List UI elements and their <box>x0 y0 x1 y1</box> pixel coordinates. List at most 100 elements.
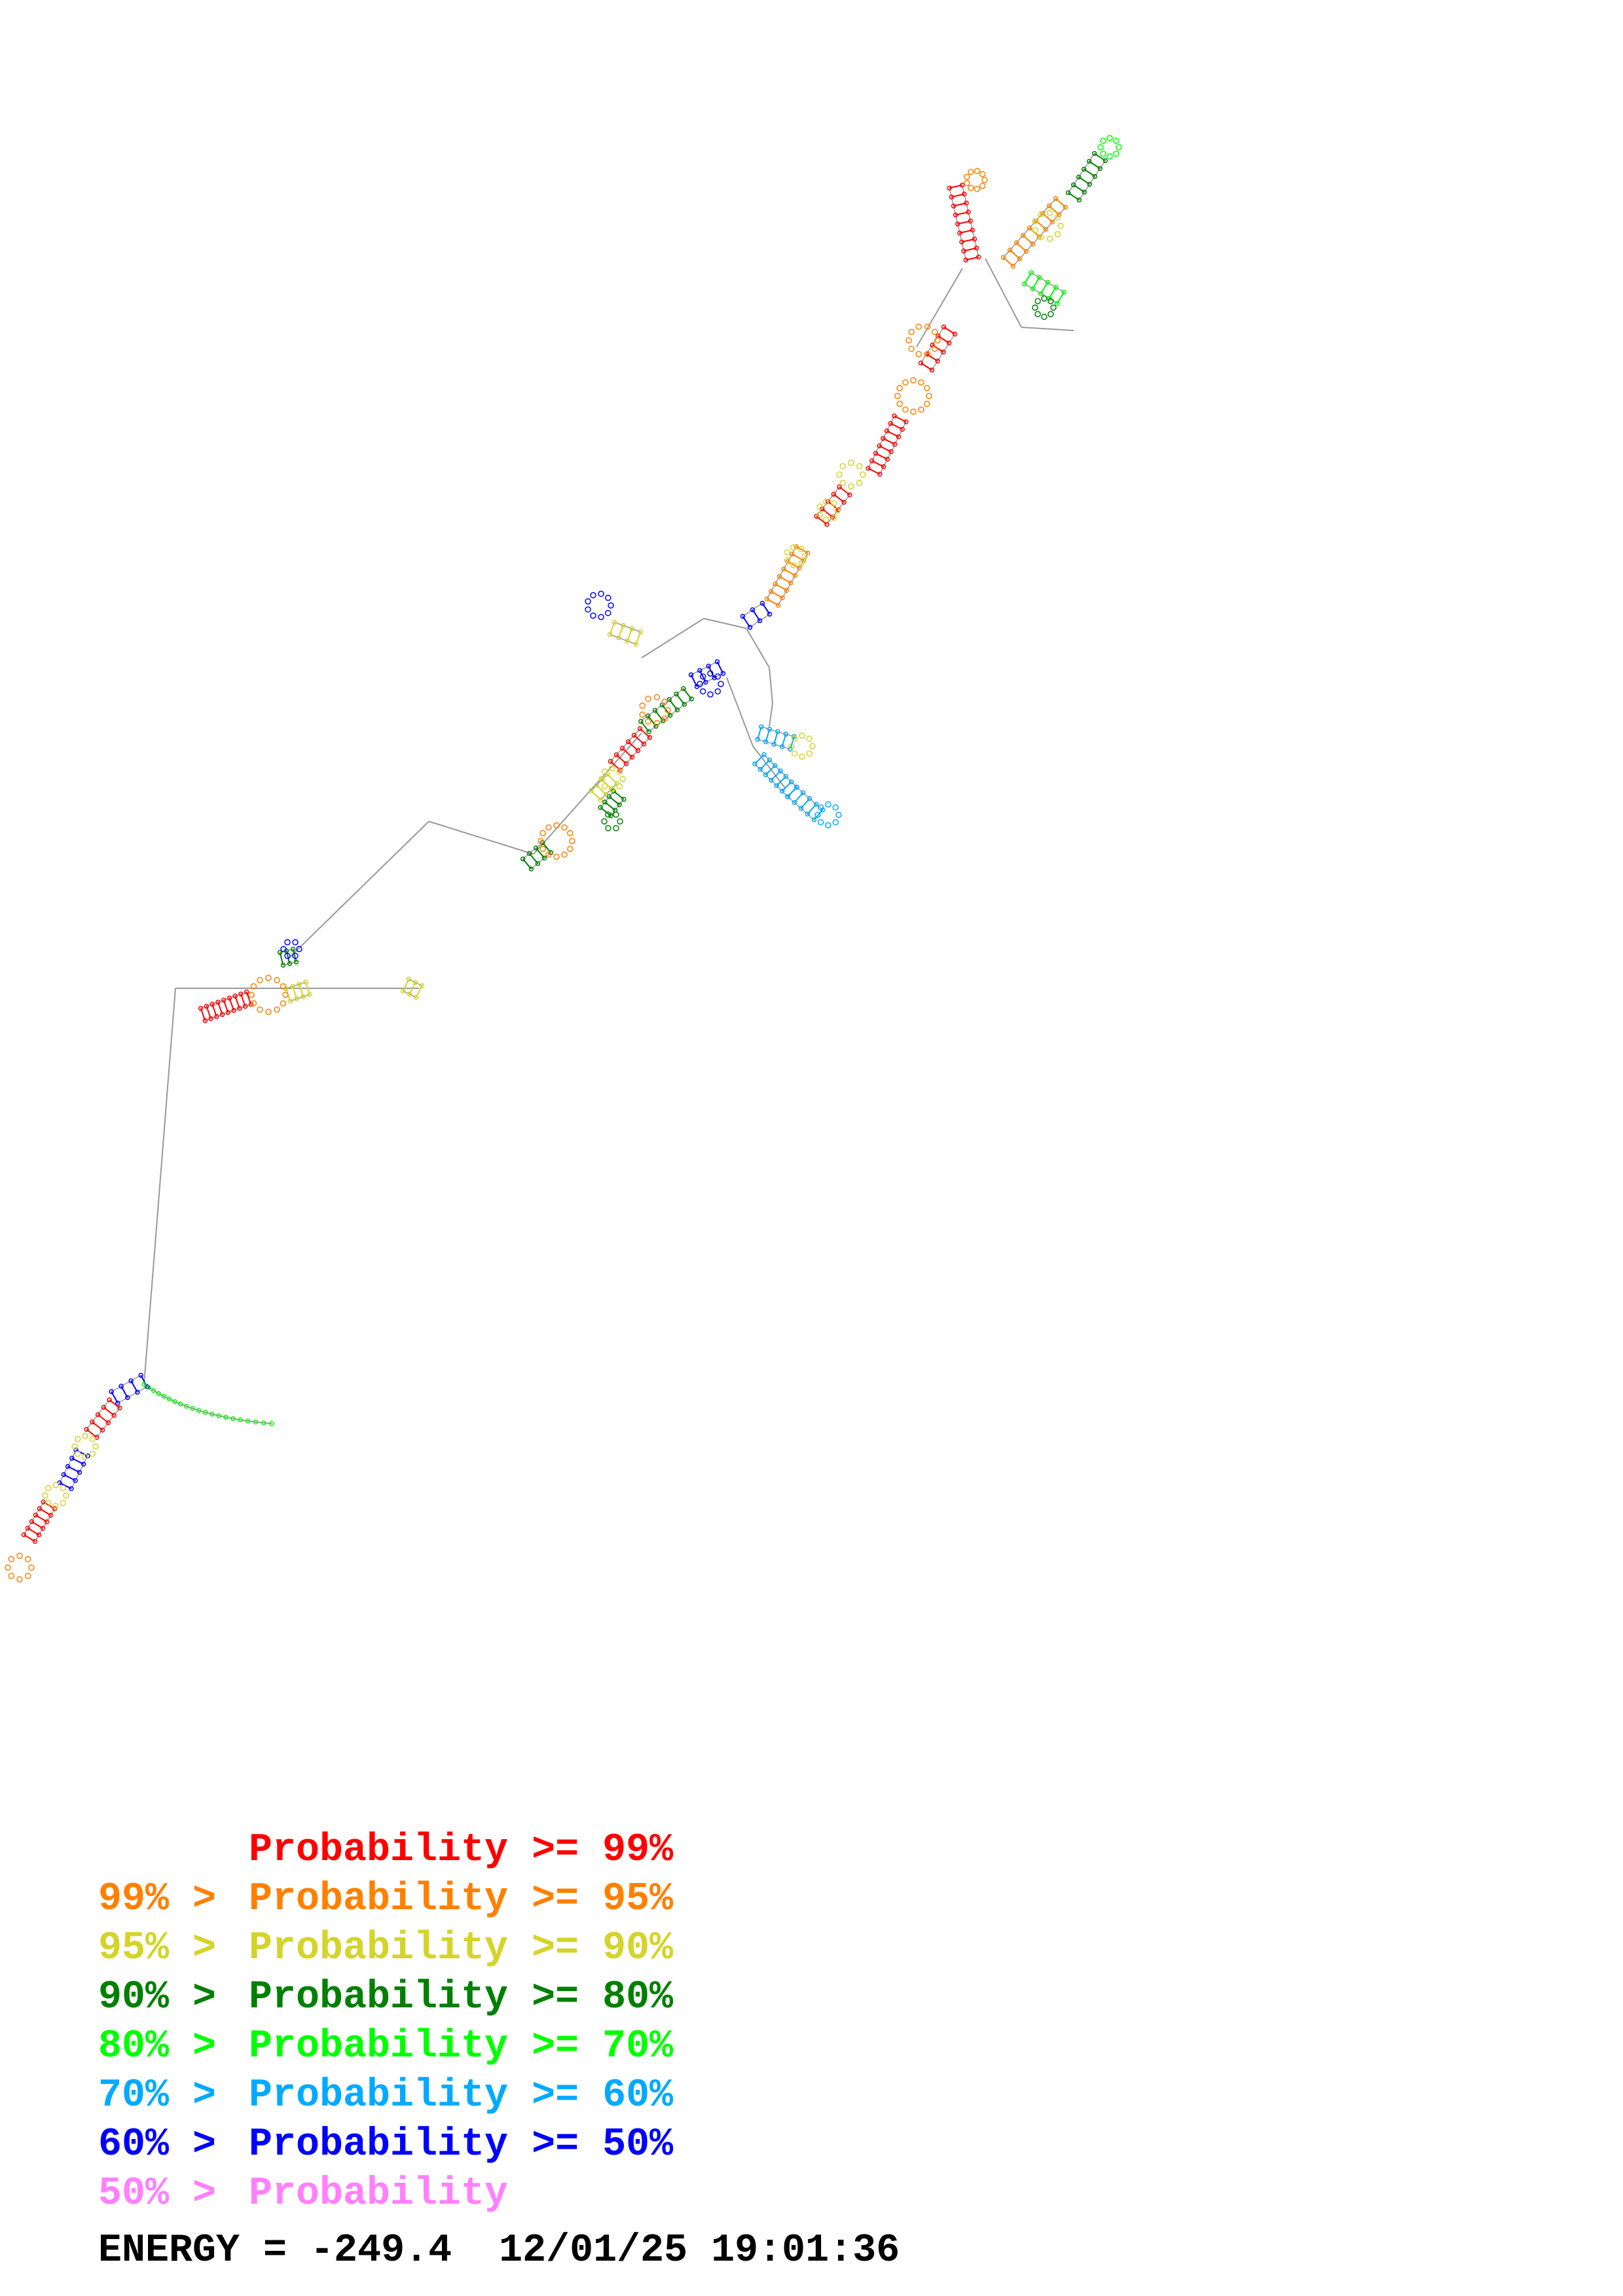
nucleotide-marker <box>227 996 232 1001</box>
nucleotide-marker <box>779 744 785 749</box>
backbone-segment <box>111 1374 141 1392</box>
nucleotide-marker <box>307 992 312 997</box>
nucleotide-marker <box>667 713 673 718</box>
nucleotide-marker <box>569 838 575 844</box>
nucleotide-marker <box>561 824 568 831</box>
nucleotide-marker <box>968 185 974 191</box>
nucleotide-marker <box>287 998 293 1004</box>
nucleotide-marker <box>413 995 419 1000</box>
nucleotide-marker <box>1092 173 1098 179</box>
nucleotide-marker <box>962 191 967 197</box>
nucleotide-marker <box>775 729 780 734</box>
nucleotide-marker <box>781 566 786 572</box>
nucleotide-marker <box>69 1456 75 1461</box>
nucleotide-marker <box>1000 255 1006 260</box>
rna-helices <box>21 151 1108 1544</box>
nucleotide-marker <box>90 1419 95 1425</box>
nucleotide-marker <box>36 1532 42 1537</box>
nucleotide-marker <box>1030 286 1036 291</box>
nucleotide-marker <box>918 360 924 366</box>
legend-range: Probability >= 90% <box>249 1926 674 1971</box>
nucleotide-marker <box>896 401 903 407</box>
nucleotide-marker <box>1038 234 1044 241</box>
nucleotide-marker <box>763 772 769 778</box>
nucleotide-marker <box>598 797 603 802</box>
nucleotide-marker <box>813 801 819 807</box>
legend-row: 50% > Probability <box>98 2170 673 2219</box>
nucleotide-marker <box>602 799 608 805</box>
backbone-segment <box>746 628 770 668</box>
nucleotide-marker <box>539 840 545 846</box>
nucleotide-marker <box>974 186 981 192</box>
nucleotide-marker <box>407 992 412 997</box>
nucleotide-marker <box>1053 196 1059 202</box>
nucleotide-marker <box>553 822 560 829</box>
nucleotide-marker <box>951 203 957 209</box>
nucleotide-marker <box>539 846 546 852</box>
nucleotide-marker <box>707 691 714 698</box>
nucleotide-marker <box>823 498 830 505</box>
nucleotide-marker <box>61 1472 67 1477</box>
nucleotide-marker <box>681 686 686 691</box>
nucleotide-marker <box>645 713 651 719</box>
nucleotide-marker <box>613 825 619 832</box>
nucleotide-marker <box>238 1417 243 1423</box>
nucleotide-marker <box>81 1462 86 1467</box>
nucleotide-marker <box>1055 300 1060 306</box>
nucleotide-marker <box>924 401 930 407</box>
nucleotide-marker <box>601 768 608 775</box>
nucleotide-marker <box>1076 197 1082 203</box>
nucleotide-marker <box>214 1014 219 1019</box>
nucleotide-marker <box>561 852 568 858</box>
nucleotide-marker <box>216 1413 221 1418</box>
backbone-segment <box>1021 327 1074 331</box>
nucleotide-marker <box>892 413 897 419</box>
nucleotide-marker <box>674 691 679 697</box>
nucleotide-marker <box>881 464 886 469</box>
nucleotide-marker <box>146 1385 151 1390</box>
nucleotide-marker <box>598 776 605 782</box>
nucleotide-marker <box>963 257 968 262</box>
nucleotide-marker <box>84 1427 89 1432</box>
nucleotide-marker <box>290 946 296 952</box>
backbone-segment <box>23 1501 45 1535</box>
nucleotide-marker <box>816 511 824 518</box>
nucleotide-marker <box>1045 279 1050 285</box>
nucleotide-marker <box>261 1420 266 1426</box>
backbone-segment <box>703 618 747 629</box>
legend-row: 80% > Probability >= 70% <box>98 2022 673 2072</box>
nucleotide-marker <box>1054 214 1061 221</box>
nucleotide-marker <box>1013 240 1019 245</box>
nucleotide-marker <box>100 1427 105 1433</box>
nucleotide-marker <box>775 603 781 608</box>
nucleotide-marker <box>282 992 289 998</box>
nucleotide-marker <box>653 719 661 726</box>
nucleotide-marker <box>5 1564 11 1571</box>
nucleotide-marker <box>688 672 694 677</box>
nucleotide-marker <box>1087 181 1093 187</box>
nucleotide-marker <box>888 421 894 426</box>
nucleotide-marker <box>21 1532 27 1537</box>
nucleotide-marker <box>1041 314 1048 320</box>
nucleotide-marker <box>616 768 623 775</box>
nucleotide-marker <box>981 177 988 183</box>
nucleotide-marker <box>608 759 613 764</box>
nucleotide-marker <box>788 580 793 586</box>
legend-row: Probability >= 99% <box>98 1826 673 1875</box>
nucleotide-marker <box>968 219 974 224</box>
nucleotide-marker <box>1086 158 1092 164</box>
backbone-segment <box>691 661 718 675</box>
nucleotide-marker <box>814 812 821 818</box>
nucleotide-marker <box>294 996 299 1001</box>
nucleotide-marker <box>841 499 847 505</box>
nucleotide-marker <box>539 830 546 836</box>
nucleotide-marker <box>63 1492 69 1499</box>
nucleotide-marker <box>1036 275 1042 280</box>
nucleotide-marker <box>1057 223 1064 229</box>
nucleotide-marker <box>619 776 626 782</box>
nucleotide-marker <box>1097 144 1104 151</box>
nucleotide-marker <box>877 443 882 448</box>
nucleotide-marker <box>646 729 651 734</box>
nucleotide-marker <box>972 236 977 242</box>
nucleotide-marker <box>73 1478 78 1483</box>
